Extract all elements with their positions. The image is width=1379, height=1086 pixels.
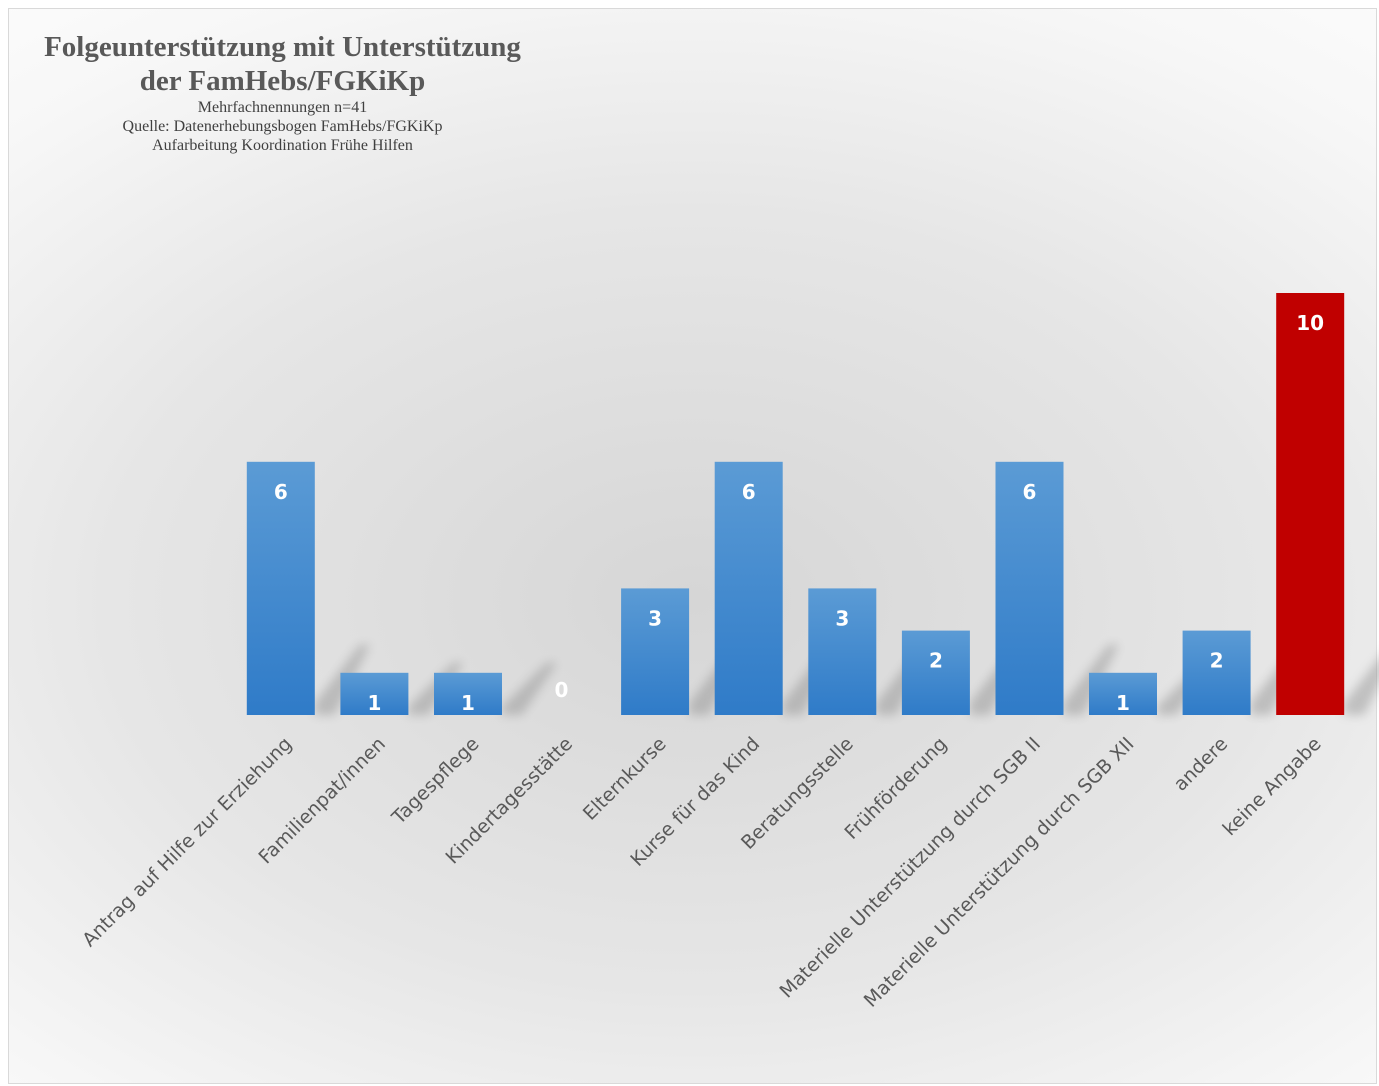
bar-andere bbox=[1182, 630, 1251, 715]
value-label-kindertagesstaette: 0 bbox=[555, 678, 569, 702]
subtitle-processing: Aufarbeitung Koordination Frühe Hilfen bbox=[152, 137, 413, 154]
chart-title-line-1: Folgeunterstützung mit Unterstützung bbox=[44, 31, 521, 63]
bar-shadow-tagespflege bbox=[501, 662, 557, 715]
chart-title-line-2: der FamHebs/FGKiKp bbox=[139, 65, 426, 97]
value-label-keine-angabe: 10 bbox=[1296, 311, 1324, 335]
bar-materielle-unterstuetzung-durch-sgb-ii bbox=[995, 461, 1064, 715]
title-block: Folgeunterstützung mit Unterstützung der… bbox=[10, 30, 555, 155]
value-label-familienpat-innen: 1 bbox=[367, 691, 381, 715]
chart-area bbox=[8, 8, 1377, 1084]
subtitle-source: Quelle: Datenerhebungsbogen FamHebs/FGKi… bbox=[122, 118, 443, 135]
category-label-tagespflege: Tagespflege bbox=[387, 733, 483, 829]
value-label-materielle-unterstuetzung-durch-sgb-xii: 1 bbox=[1116, 691, 1130, 715]
category-label-elternkurse: Elternkurse bbox=[579, 733, 671, 825]
bars bbox=[246, 293, 1345, 715]
value-label-materielle-unterstuetzung-durch-sgb-ii: 6 bbox=[1023, 480, 1037, 504]
bar-kurse-fuer-das-kind bbox=[714, 461, 783, 715]
value-label-beratungsstelle: 3 bbox=[835, 606, 849, 630]
category-label-andere: andere bbox=[1170, 733, 1233, 796]
bar-shadow-keine-angabe bbox=[1344, 658, 1379, 715]
category-label-keine-angabe: keine Angabe bbox=[1219, 733, 1326, 840]
chart-title: Folgeunterstützung mit Unterstützung der… bbox=[10, 30, 555, 98]
value-label-elternkurse: 3 bbox=[648, 606, 662, 630]
value-label-tagespflege: 1 bbox=[461, 691, 475, 715]
bar-antrag-auf-hilfe-zur-erziehung bbox=[246, 461, 315, 715]
bar-familienpat-innen bbox=[340, 672, 409, 715]
category-labels: Antrag auf Hilfe zur ErziehungFamilienpa… bbox=[78, 733, 1326, 1012]
value-label-fruehfoerderung: 2 bbox=[929, 649, 943, 673]
value-label-andere: 2 bbox=[1210, 649, 1224, 673]
value-label-kurse-fuer-das-kind: 6 bbox=[742, 480, 756, 504]
bar-elternkurse bbox=[621, 588, 690, 715]
bar-fruehfoerderung bbox=[901, 630, 970, 715]
category-label-antrag-auf-hilfe-zur-erziehung: Antrag auf Hilfe zur Erziehung bbox=[78, 733, 296, 951]
bar-materielle-unterstuetzung-durch-sgb-xii bbox=[1089, 672, 1157, 715]
bar-keine-angabe bbox=[1276, 293, 1345, 715]
value-label-antrag-auf-hilfe-zur-erziehung: 6 bbox=[274, 480, 288, 504]
bar-beratungsstelle bbox=[808, 588, 877, 715]
bar-tagespflege bbox=[434, 672, 502, 715]
subtitle-sample-size: Mehrfachnennungen n=41 bbox=[197, 99, 368, 116]
